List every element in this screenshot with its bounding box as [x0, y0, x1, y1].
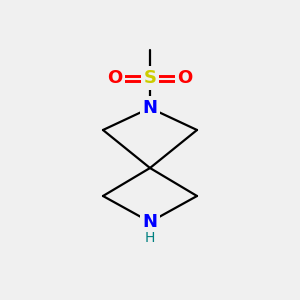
- Text: S: S: [143, 69, 157, 87]
- Text: N: N: [142, 99, 158, 117]
- Text: H: H: [145, 231, 155, 245]
- Text: N: N: [142, 213, 158, 231]
- Text: O: O: [107, 69, 123, 87]
- Text: O: O: [177, 69, 193, 87]
